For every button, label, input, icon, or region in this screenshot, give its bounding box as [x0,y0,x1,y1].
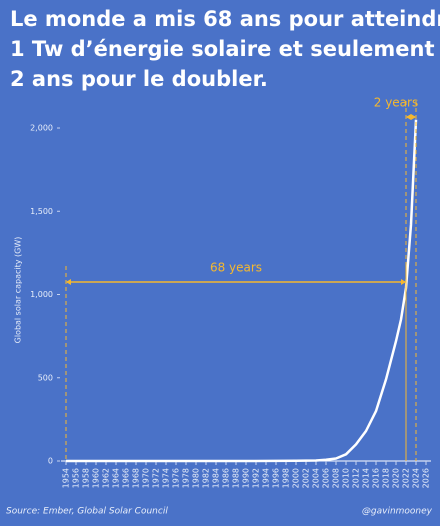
annotation-label: 68 years [210,261,262,275]
x-tick-label: 1984 [212,468,221,488]
y-axis-label: Global solar capacity (GW) [14,237,23,344]
x-tick-label: 1958 [82,468,91,488]
arrow-head [406,114,416,120]
y-tick-label: 2,000 [30,124,53,133]
x-tick-label: 2004 [312,468,321,488]
x-tick-label: 1980 [192,468,201,488]
y-tick-label: 500 [38,373,53,382]
x-tick-label: 1986 [222,468,231,488]
title-line: 1 Tw d’énergie solaire et seulement [10,37,434,61]
x-tick-label: 1966 [122,468,131,488]
x-tick-label: 1954 [62,468,71,488]
x-tick-label: 1996 [272,468,281,488]
x-tick-label: 1988 [232,468,241,488]
y-tick-label: 1,000 [30,290,53,299]
x-tick-label: 2010 [342,468,351,488]
x-tick-label: 2018 [382,468,391,488]
title-line: Le monde a mis 68 ans pour atteindre [10,7,440,31]
x-tick-label: 2016 [372,468,381,488]
credit: @gavinmooney [362,507,433,517]
x-tick-label: 1978 [182,468,191,488]
x-tick-label: 2012 [352,468,361,488]
x-tick-label: 2014 [362,468,371,488]
x-tick-label: 2000 [292,468,301,488]
x-tick-label: 1990 [242,468,251,488]
x-tick-label: 1956 [72,468,81,488]
annotation-label: 2 years [374,96,418,110]
y-tick-label: 0 [48,457,53,466]
x-tick-label: 1970 [142,468,151,488]
x-tick-label: 1960 [92,468,101,488]
x-tick-label: 2020 [392,468,401,488]
x-tick-label: 2026 [422,468,431,488]
x-tick-label: 1976 [172,468,181,488]
x-tick-label: 1982 [202,468,211,488]
x-tick-label: 1972 [152,468,161,488]
x-tick-label: 1994 [262,468,271,488]
x-tick-label: 2008 [332,468,341,488]
x-tick-label: 2002 [302,468,311,488]
x-tick-label: 1974 [162,468,171,488]
x-tick-label: 1964 [112,468,121,488]
x-tick-label: 1968 [132,468,141,488]
x-tick-label: 1962 [102,468,111,488]
x-tick-label: 2006 [322,468,331,488]
y-tick-label: 1,500 [30,207,53,216]
title-line: 2 ans pour le doubler. [10,67,268,91]
x-tick-label: 1998 [282,468,291,488]
x-tick-label: 2024 [412,468,421,488]
source: Source: Ember, Global Solar Council [6,507,168,517]
x-tick-label: 2022 [402,468,411,488]
x-tick-label: 1992 [252,468,261,488]
line-series [66,119,418,463]
